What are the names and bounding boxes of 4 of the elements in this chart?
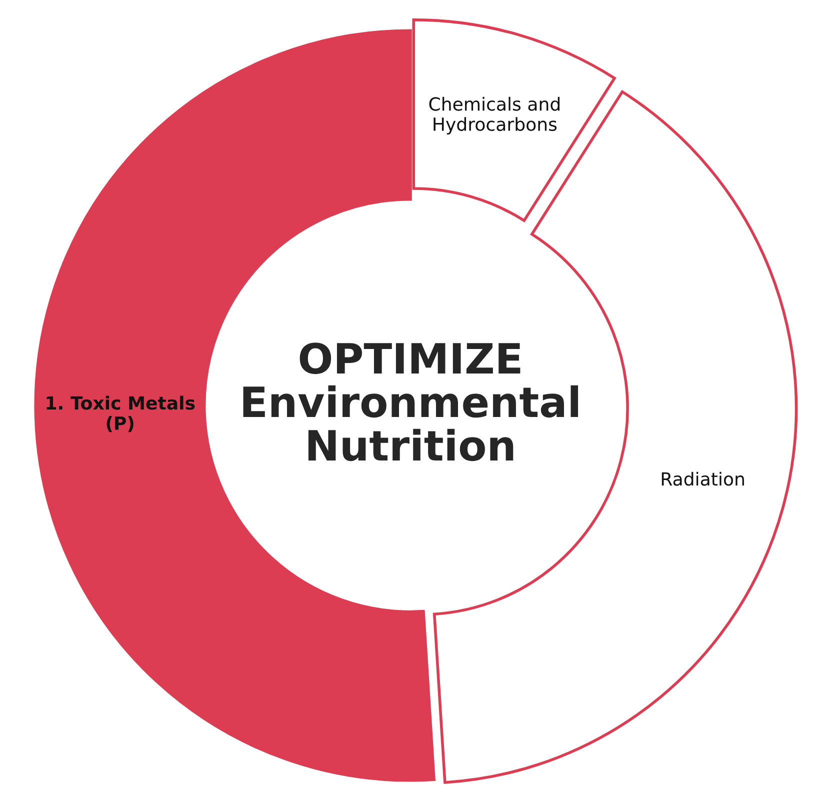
slice-label: Chemicals and Hydrocarbons xyxy=(429,96,560,135)
slice-label: Radiation xyxy=(662,472,744,486)
slice-label: 1. Toxic Metals (P) xyxy=(46,396,195,432)
text: OPTIMIZE Environmental Nutrition xyxy=(243,342,578,462)
